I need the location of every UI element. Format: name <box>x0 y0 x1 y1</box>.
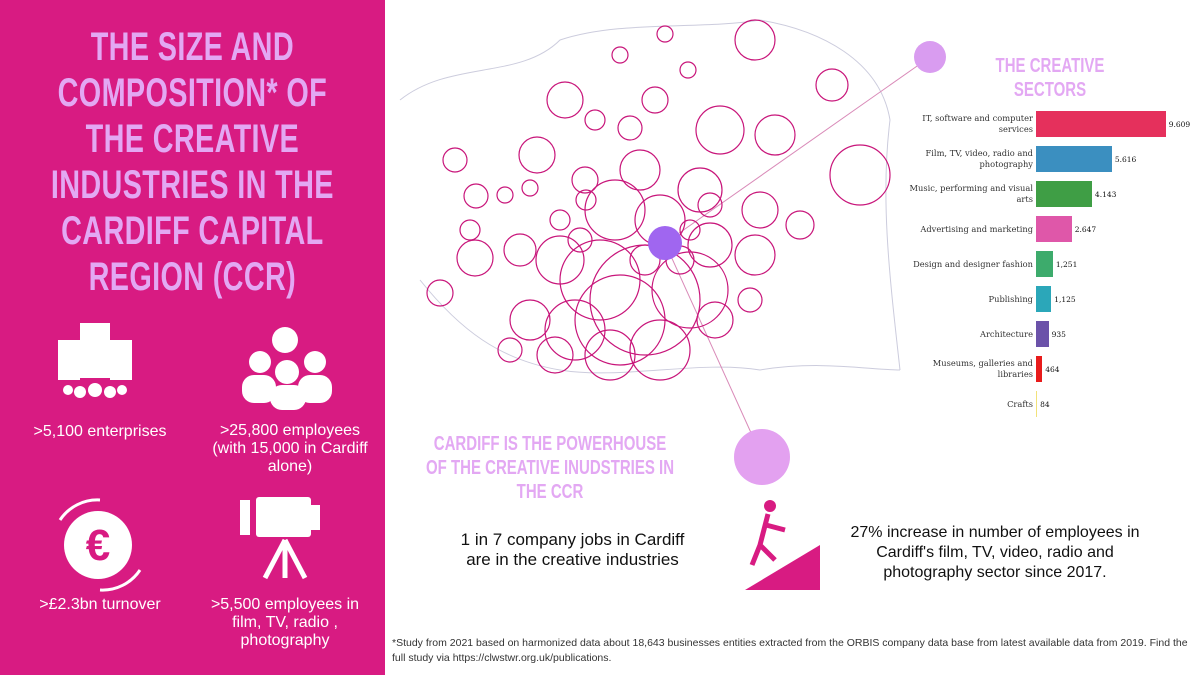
stat-text: >5,500 employees in film, TV, radio , ph… <box>210 596 360 649</box>
map-circle <box>589 244 701 356</box>
map-circle <box>656 25 674 43</box>
value-label: 84 <box>1040 399 1050 409</box>
map-circle <box>629 319 691 381</box>
map-circle <box>536 336 574 374</box>
category-label: Music, performing and visual arts <box>909 183 1034 204</box>
people-icon <box>242 327 332 410</box>
value-label: 464 <box>1045 364 1060 374</box>
value-label: 4.143 <box>1094 189 1117 199</box>
map-circle <box>544 299 606 361</box>
euro-icon: € <box>58 498 142 592</box>
growth-icon <box>745 500 820 590</box>
value-label: 935 <box>1051 329 1066 339</box>
map-circle <box>584 109 606 131</box>
map-circle <box>509 299 551 341</box>
map-circle <box>575 189 597 211</box>
map-circle <box>679 61 697 79</box>
map-circle <box>518 136 556 174</box>
accent-dot <box>734 429 790 485</box>
value-label: 2.647 <box>1074 224 1097 234</box>
map-circle <box>754 114 796 156</box>
map-circle <box>426 279 454 307</box>
camera-icon <box>240 497 320 580</box>
category-label: Film, TV, video, radio and photography <box>925 148 1034 169</box>
map-circle <box>619 149 661 191</box>
map-circle <box>521 179 539 197</box>
category-label: Design and designer fashion <box>913 258 1033 269</box>
map-circle <box>584 329 636 381</box>
stat-text: >25,800 employees (with 15,000 in Cardif… <box>212 422 368 475</box>
bar <box>1036 391 1038 417</box>
value-label: 5.616 <box>1114 154 1137 164</box>
map-circle <box>687 222 733 268</box>
map-circle <box>442 147 468 173</box>
section-heading: CARDIFF IS THE POWERHOUSE OF THE CREATIV… <box>425 433 675 503</box>
stat-text: >5,100 enterprises <box>33 423 167 440</box>
bar <box>1036 286 1052 312</box>
map-circle <box>496 186 514 204</box>
category-label: Advertising and marketing <box>920 223 1033 234</box>
map-circle <box>459 219 481 241</box>
map-circle <box>503 233 537 267</box>
stat-text: >£2.3bn turnover <box>39 596 161 613</box>
bar <box>1036 146 1112 172</box>
map-circle <box>497 337 523 363</box>
bar <box>1036 356 1043 382</box>
map-circle <box>697 192 723 218</box>
map-circle <box>567 227 593 253</box>
accent-dot <box>648 226 682 260</box>
accent-dot <box>914 41 946 73</box>
map-circle <box>641 86 669 114</box>
map-circle <box>785 210 815 240</box>
map-circle <box>677 167 723 213</box>
bar <box>1036 321 1049 347</box>
value-label: 1,251 <box>1055 259 1078 269</box>
map-circle <box>815 68 849 102</box>
fact-text: 1 in 7 company jobs in Cardiff are in th… <box>460 530 685 569</box>
category-label: Architecture <box>979 328 1033 339</box>
map-circle <box>456 239 494 277</box>
map-circle <box>695 105 745 155</box>
map-circle <box>549 209 571 231</box>
bar <box>1036 181 1092 207</box>
map-circle <box>574 274 666 366</box>
map-circle <box>584 179 646 241</box>
category-label: IT, software and computer services <box>922 113 1033 134</box>
value-label: 1,125 <box>1054 294 1076 304</box>
map-circle <box>696 301 734 339</box>
svg-text:€: € <box>86 521 110 570</box>
map-circle <box>571 166 599 194</box>
chart-title: THE CREATIVE SECTORS <box>995 55 1105 101</box>
map-circle <box>734 19 776 61</box>
map-circle <box>651 251 729 329</box>
left-panel <box>0 0 385 675</box>
map-circle <box>741 191 779 229</box>
map-circle <box>629 244 661 276</box>
map <box>399 19 931 458</box>
category-label: Publishing <box>988 293 1033 304</box>
map-circle <box>734 234 776 276</box>
bar <box>1036 216 1072 242</box>
fact-text: 27% increase in number of employees in C… <box>850 524 1140 581</box>
map-circle <box>829 144 891 206</box>
value-label: 9.609 <box>1168 119 1191 129</box>
bar <box>1036 251 1053 277</box>
map-circle <box>737 287 763 313</box>
map-circle <box>463 183 489 209</box>
map-circle <box>679 219 701 241</box>
map-circle <box>611 46 629 64</box>
category-label: Crafts <box>1007 398 1033 409</box>
title: THE SIZE AND COMPOSITION* OF THE CREATIV… <box>50 25 334 299</box>
bar <box>1036 111 1166 137</box>
map-circle <box>546 81 584 119</box>
building-icon <box>58 323 132 398</box>
category-label: Museums, galleries and libraries <box>932 358 1033 379</box>
map-circle <box>617 115 643 141</box>
footnote: *Study from 2021 based on harmonized dat… <box>392 637 1188 664</box>
